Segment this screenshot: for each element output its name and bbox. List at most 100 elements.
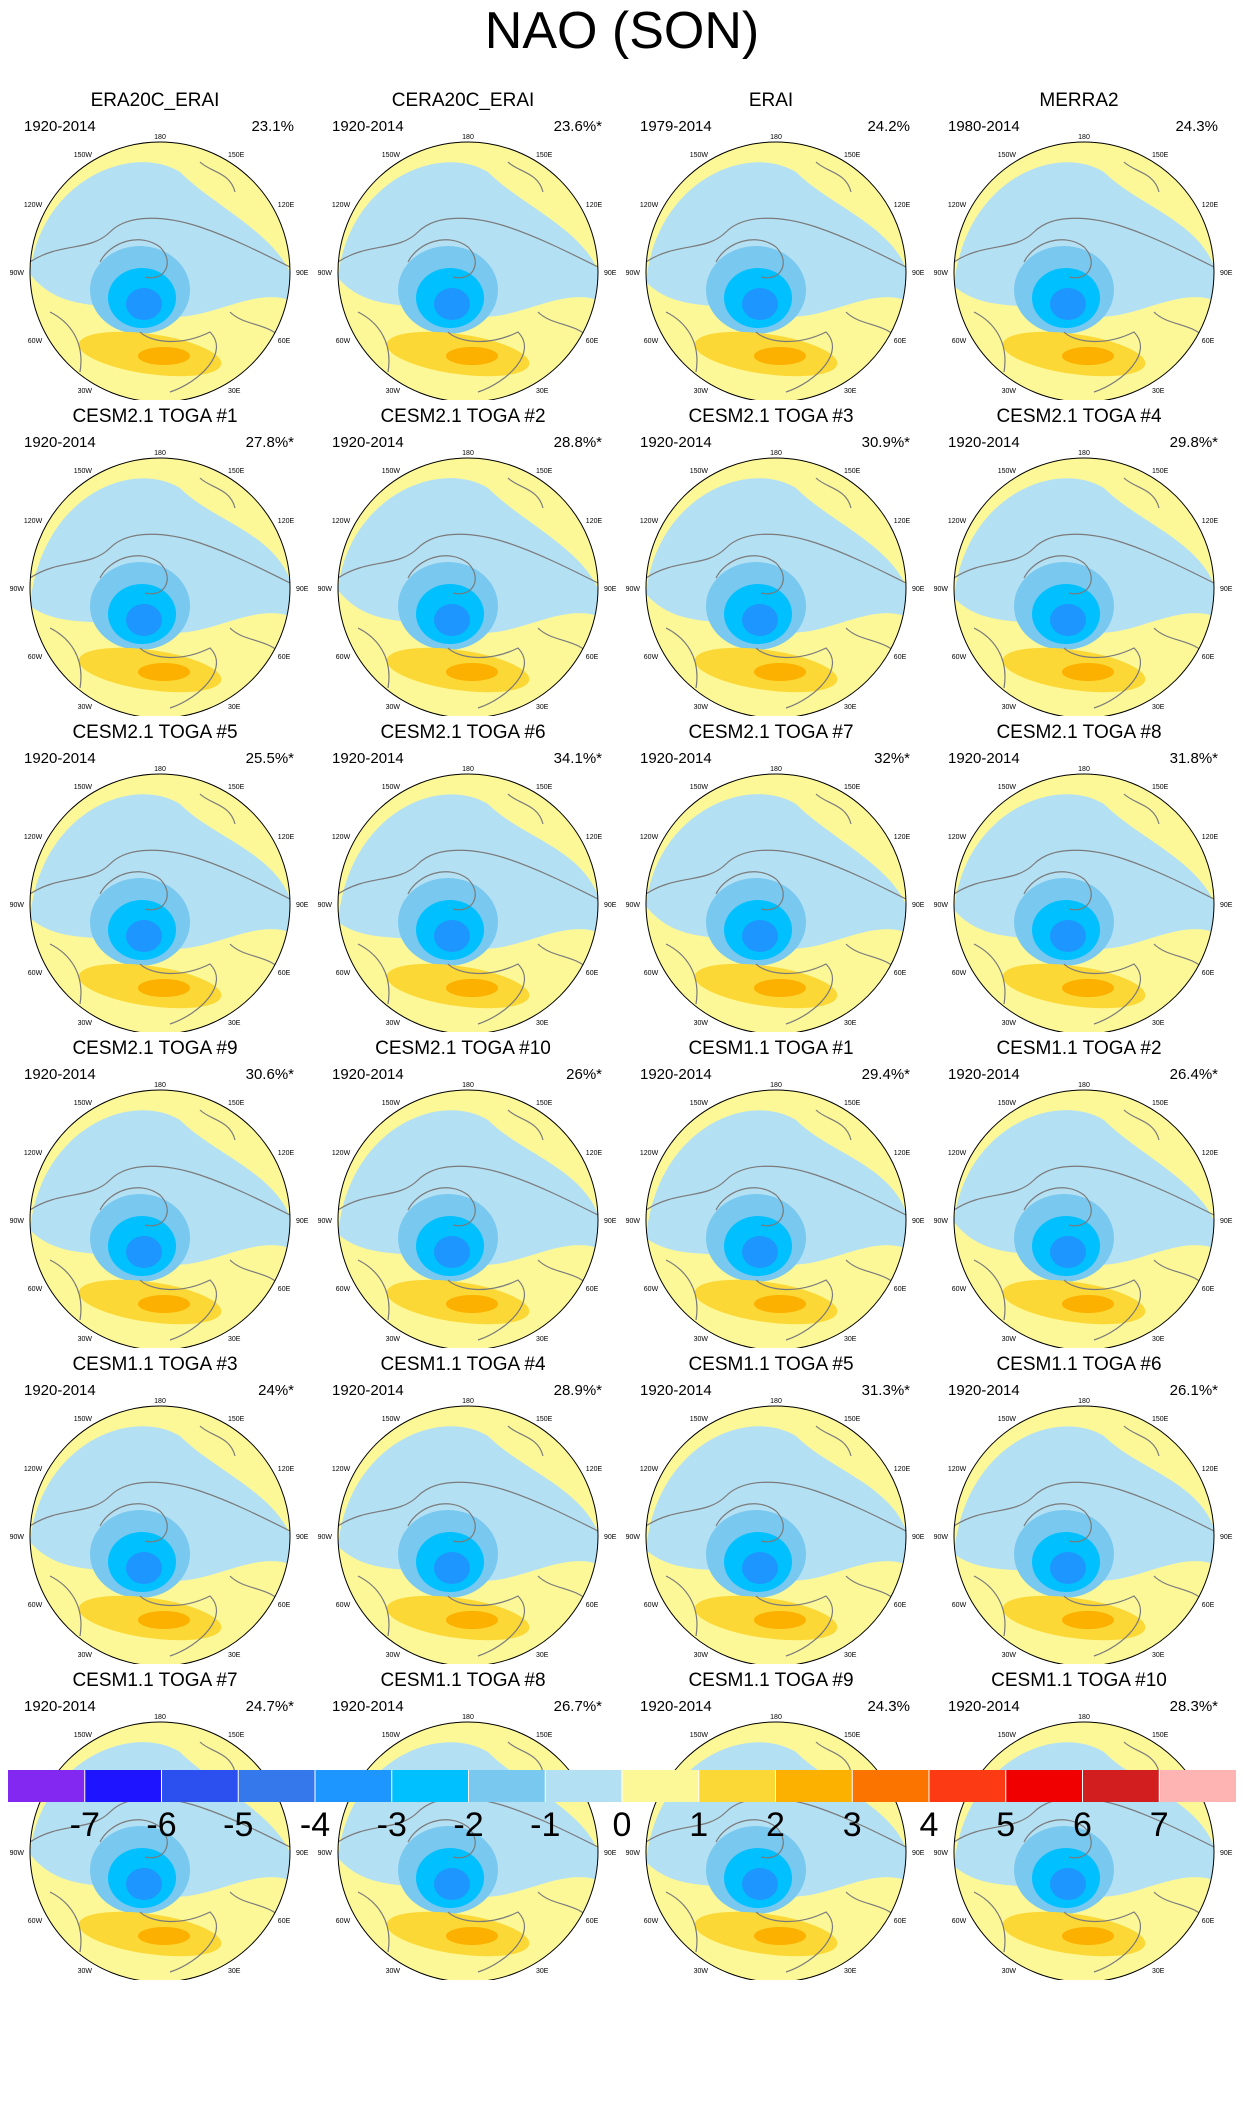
panel-period: 1920-2014 [640,1066,712,1083]
colorbar-swatch [238,1770,316,1802]
lon-label-nw: 120W [24,518,43,525]
field-pos-3 [1062,347,1114,365]
lon-label-ssw: 30W [694,704,709,711]
field-pos-3 [138,1611,190,1629]
panel-explained-variance: 29.8%* [1169,434,1218,451]
lon-label-e: 90E [604,586,617,593]
panel-title: CESM1.1 TOGA #10 [991,1670,1167,1691]
panel-title: CESM2.1 TOGA #5 [72,722,238,743]
field-neg-4 [742,1236,778,1268]
panel-period: 1979-2014 [640,118,712,135]
lon-label-ssw: 30W [694,1020,709,1027]
field-neg-4 [1050,1552,1086,1584]
panel-period: 1920-2014 [640,434,712,451]
lon-label-north: 180 [462,1714,474,1721]
panel-explained-variance: 25.5%* [245,750,294,767]
lon-label-north: 180 [462,1082,474,1089]
lon-label-w: 90W [934,1534,949,1541]
panel-explained-variance: 26.7%* [553,1698,602,1715]
lon-label-ne: 120E [1202,834,1219,841]
panel-period: 1920-2014 [332,434,404,451]
lon-label-sse: 30E [1152,704,1165,711]
map-border [29,1721,291,1980]
map-field [30,458,290,716]
polar-map: 180150E120E90E60E30E030W60W90W120W150W [318,1714,617,1980]
panel-explained-variance: 34.1%* [553,750,602,767]
colorbar: -7 -6 -5 -4 -3 -2 -1 0 1 2 3 4 5 6 7 [8,1770,1236,1844]
lon-label-sw: 60W [952,1286,967,1293]
chart-title: NAO (SON) [484,2,760,60]
lon-label-ssw: 30W [1002,1336,1017,1343]
colorbar-tick-label: 5 [996,1806,1016,1844]
lon-label-sw: 60W [952,970,967,977]
lon-label-sw: 60W [644,1602,659,1609]
polar-map: 180150E120E90E60E30E030W60W90W120W150W [934,450,1233,716]
colorbar-swatch [84,1770,162,1802]
map-border [953,773,1215,1032]
lon-label-e: 90E [296,902,309,909]
lon-label-sse: 30E [228,1336,241,1343]
coastlines [646,477,906,709]
panel-period: 1980-2014 [948,118,1020,135]
map-border [953,141,1215,400]
lon-label-w: 90W [10,1534,25,1541]
lon-label-ssw: 30W [78,1020,93,1027]
lon-label-ssw: 30W [386,1336,401,1343]
lon-label-ne: 120E [586,518,603,525]
panel-explained-variance: 29.4%* [861,1066,910,1083]
map-field [646,774,906,1032]
lon-label-w: 90W [10,902,25,909]
lon-label-nw: 120W [24,834,43,841]
coastlines [30,161,290,393]
lon-label-ssw: 30W [78,388,93,395]
lon-label-ne: 120E [894,1466,911,1473]
lon-label-nne: 150E [228,784,245,791]
map-field [646,142,906,400]
panel-title: CESM2.1 TOGA #2 [380,406,546,427]
lon-label-e: 90E [604,1850,617,1857]
map-panel: 180150E120E90E60E30E030W60W90W120W150WCE… [308,1038,618,1348]
panel-explained-variance: 28.3%* [1169,1698,1218,1715]
lon-label-nne: 150E [844,784,861,791]
map-border [645,1089,907,1348]
lon-label-w: 90W [10,586,25,593]
lon-label-e: 90E [912,1850,925,1857]
lon-label-nnw: 150W [998,1416,1017,1423]
panel-explained-variance: 30.6%* [245,1066,294,1083]
lon-label-ne: 120E [278,202,295,209]
lon-label-ssw: 30W [78,704,93,711]
panel-title: CESM1.1 TOGA #9 [688,1670,854,1691]
colorbar-tick-label: -5 [223,1806,254,1844]
lon-label-w: 90W [626,1218,641,1225]
lon-label-e: 90E [296,270,309,277]
panel-title: CESM2.1 TOGA #8 [996,722,1162,743]
lon-label-e: 90E [1220,270,1233,277]
map-field [338,1090,598,1348]
map-field [954,1406,1214,1664]
field-neg-4 [1050,1868,1086,1900]
lon-label-se: 60E [894,338,907,345]
lon-label-se: 60E [1202,1602,1215,1609]
colorbar-tick-label: 2 [766,1806,785,1844]
lon-label-sse: 30E [1152,1652,1165,1659]
lon-label-north: 180 [1078,134,1090,141]
field-neg-4 [126,1868,162,1900]
lon-label-w: 90W [626,586,641,593]
panel-period: 1920-2014 [332,118,404,135]
colorbar-tick-label: -6 [146,1806,177,1844]
polar-map: 180150E120E90E60E30E030W60W90W120W150W [934,1082,1233,1348]
lon-label-sw: 60W [952,1918,967,1925]
lon-label-nnw: 150W [690,468,709,475]
field-pos-3 [1062,1927,1114,1945]
lon-label-se: 60E [278,1918,291,1925]
lon-label-e: 90E [604,902,617,909]
lon-label-se: 60E [1202,1286,1215,1293]
map-border [953,1721,1215,1980]
lon-label-ne: 120E [894,202,911,209]
polar-map: 180150E120E90E60E30E030W60W90W120W150W [10,134,309,400]
panel-explained-variance: 24.3% [867,1698,910,1715]
lon-label-ne: 120E [894,518,911,525]
panel-explained-variance: 23.6%* [553,118,602,135]
colorbar-swatch [775,1770,853,1802]
lon-label-se: 60E [278,1286,291,1293]
